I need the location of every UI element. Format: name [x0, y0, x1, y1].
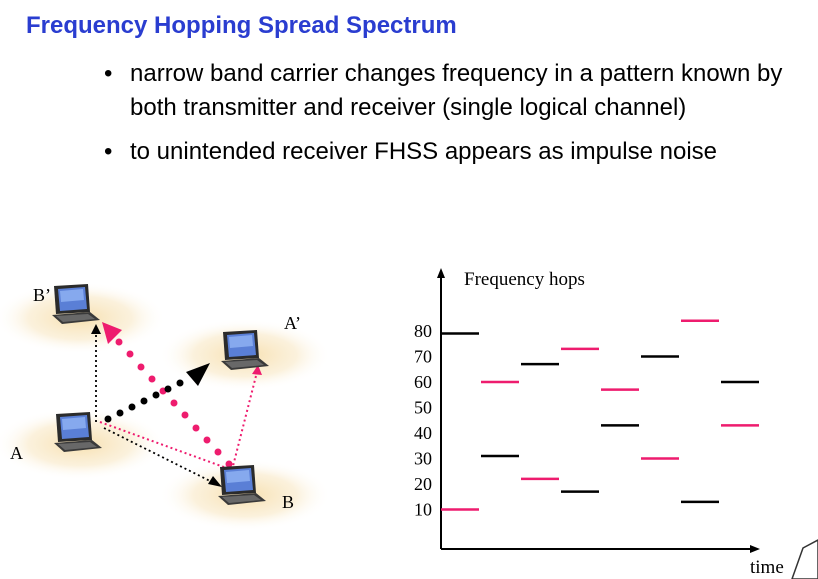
- y-axis-label: Frequency hops: [464, 269, 585, 290]
- bullet-list: • narrow band carrier changes frequency i…: [100, 57, 790, 179]
- slide-title: Frequency Hopping Spread Spectrum: [26, 12, 457, 39]
- y-tick-label: 80: [414, 321, 432, 341]
- node-label: B’: [33, 285, 51, 305]
- x-axis-label: time: [750, 557, 784, 578]
- node-label: A’: [284, 313, 301, 333]
- y-tick-label: 40: [414, 423, 432, 443]
- y-tick-label: 10: [414, 500, 432, 520]
- bullet-item: • narrow band carrier changes frequency i…: [100, 57, 790, 125]
- node-label: B: [282, 492, 294, 512]
- bullet-item: • to unintended receiver FHSS appears as …: [100, 135, 790, 169]
- y-tick-label: 60: [414, 372, 432, 392]
- y-tick-label: 30: [414, 449, 432, 469]
- link-lines: [91, 324, 262, 487]
- node-label: A: [10, 443, 23, 463]
- corner-decoration: [791, 539, 818, 579]
- bullet-dot-icon: •: [104, 138, 113, 165]
- frequency-hops-chart: Frequency hops time 80 70 60 50 40 30 20 10: [414, 268, 784, 578]
- y-axis-arrow-icon: [437, 268, 445, 278]
- bullet-dot-icon: •: [104, 60, 113, 87]
- x-axis-arrow-icon: [750, 545, 760, 553]
- y-tick-label: 20: [414, 474, 432, 494]
- y-tick-label: 50: [414, 398, 432, 418]
- y-tick-labels: 80 70 60 50 40 30 20 10: [414, 321, 432, 520]
- y-tick-label: 70: [414, 347, 432, 367]
- hop-segments: [441, 319, 759, 511]
- hop-arrows: [102, 322, 233, 468]
